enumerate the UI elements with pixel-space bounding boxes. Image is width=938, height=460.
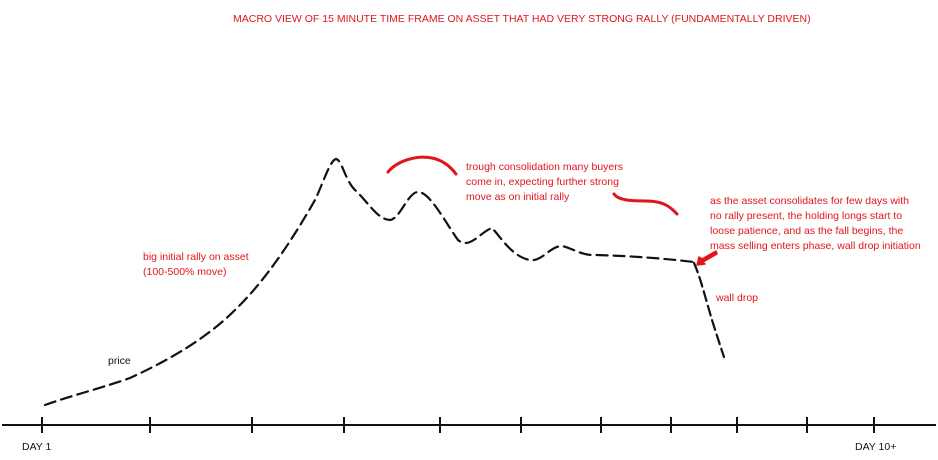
diagram-title: MACRO VIEW OF 15 MINUTE TIME FRAME ON AS… [233, 13, 811, 25]
initiation-arrow-icon [696, 250, 718, 266]
trough-highlight-stroke [386, 155, 458, 176]
consolidation-annotation-line-3: loose patience, and as the fall begins, … [710, 225, 904, 237]
axis-start-label: DAY 1 [22, 441, 52, 453]
price-label: price [108, 355, 131, 367]
axis-ticks [41, 417, 875, 433]
trough-annotation-line-1: trough consolidation many buyers [466, 161, 624, 173]
consolidation-annotation-line-2: no rally present, the holding longs star… [710, 210, 903, 222]
price-curve [43, 157, 696, 407]
consolidation-highlight-stroke [612, 192, 679, 216]
wall-drop-label: wall drop [716, 292, 759, 304]
trough-annotation-line-2: come in, expecting further strong [466, 176, 619, 188]
rally-annotation-line-1: big initial rally on asset [143, 251, 249, 263]
consolidation-annotation-line-4: mass selling enters phase, wall drop ini… [710, 240, 921, 252]
consolidation-annotation-line-1: as the asset consolidates for few days w… [710, 195, 910, 207]
axis-end-label: DAY 10+ [855, 441, 897, 453]
rally-annotation-line-2: (100-500% move) [143, 266, 227, 278]
wall-drop-line [692, 261, 726, 359]
trough-annotation-line-3: move as on initial rally [466, 191, 570, 203]
